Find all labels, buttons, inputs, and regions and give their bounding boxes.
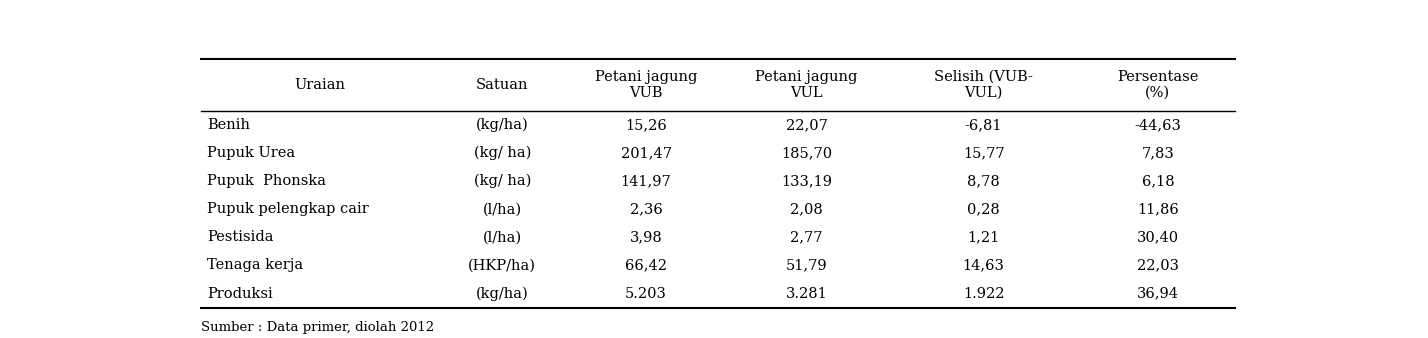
Text: Produksi: Produksi — [207, 287, 273, 300]
Text: 141,97: 141,97 — [621, 174, 671, 188]
Text: 2,08: 2,08 — [790, 202, 823, 216]
Text: 14,63: 14,63 — [962, 259, 1004, 272]
Text: (l/ha): (l/ha) — [483, 202, 521, 216]
Text: 1,21: 1,21 — [968, 230, 1000, 244]
Text: 36,94: 36,94 — [1137, 287, 1180, 300]
Text: Pupuk pelengkap cair: Pupuk pelengkap cair — [207, 202, 368, 216]
Text: Pestisida: Pestisida — [207, 230, 274, 244]
Text: Selisih (VUB-
VUL): Selisih (VUB- VUL) — [934, 70, 1032, 100]
Text: 30,40: 30,40 — [1137, 230, 1180, 244]
Text: Persentase
(%): Persentase (%) — [1117, 70, 1198, 100]
Text: 133,19: 133,19 — [781, 174, 833, 188]
Text: Petani jagung
VUL: Petani jagung VUL — [755, 70, 858, 100]
Text: (l/ha): (l/ha) — [483, 230, 521, 244]
Text: 1.922: 1.922 — [962, 287, 1004, 300]
Text: 8,78: 8,78 — [967, 174, 1000, 188]
Text: (kg/ha): (kg/ha) — [476, 286, 528, 301]
Text: 22,03: 22,03 — [1137, 259, 1180, 272]
Text: Benih: Benih — [207, 118, 250, 132]
Text: 201,47: 201,47 — [621, 146, 671, 160]
Text: 2,36: 2,36 — [630, 202, 663, 216]
Text: Satuan: Satuan — [476, 78, 528, 92]
Text: 185,70: 185,70 — [781, 146, 833, 160]
Text: 2,77: 2,77 — [790, 230, 823, 244]
Text: (kg/ ha): (kg/ ha) — [474, 174, 531, 188]
Text: 3,98: 3,98 — [630, 230, 663, 244]
Text: 6,18: 6,18 — [1141, 174, 1174, 188]
Text: 15,77: 15,77 — [962, 146, 1004, 160]
Text: -44,63: -44,63 — [1134, 118, 1181, 132]
Text: (HKP/ha): (HKP/ha) — [468, 259, 536, 272]
Text: 0,28: 0,28 — [967, 202, 1000, 216]
Text: 66,42: 66,42 — [625, 259, 667, 272]
Text: 15,26: 15,26 — [625, 118, 667, 132]
Text: Pupuk Urea: Pupuk Urea — [207, 146, 296, 160]
Text: 11,86: 11,86 — [1137, 202, 1178, 216]
Text: 3.281: 3.281 — [785, 287, 827, 300]
Text: 7,83: 7,83 — [1141, 146, 1174, 160]
Text: Tenaga kerja: Tenaga kerja — [207, 259, 303, 272]
Text: Sumber : Data primer, diolah 2012: Sumber : Data primer, diolah 2012 — [200, 321, 434, 334]
Text: 5.203: 5.203 — [625, 287, 667, 300]
Text: -6,81: -6,81 — [965, 118, 1002, 132]
Text: 22,07: 22,07 — [785, 118, 827, 132]
Text: (kg/ha): (kg/ha) — [476, 118, 528, 132]
Text: 51,79: 51,79 — [785, 259, 827, 272]
Text: Petani jagung
VUB: Petani jagung VUB — [595, 70, 697, 100]
Text: Uraian: Uraian — [294, 78, 346, 92]
Text: Pupuk  Phonska: Pupuk Phonska — [207, 174, 326, 188]
Text: (kg/ ha): (kg/ ha) — [474, 146, 531, 160]
